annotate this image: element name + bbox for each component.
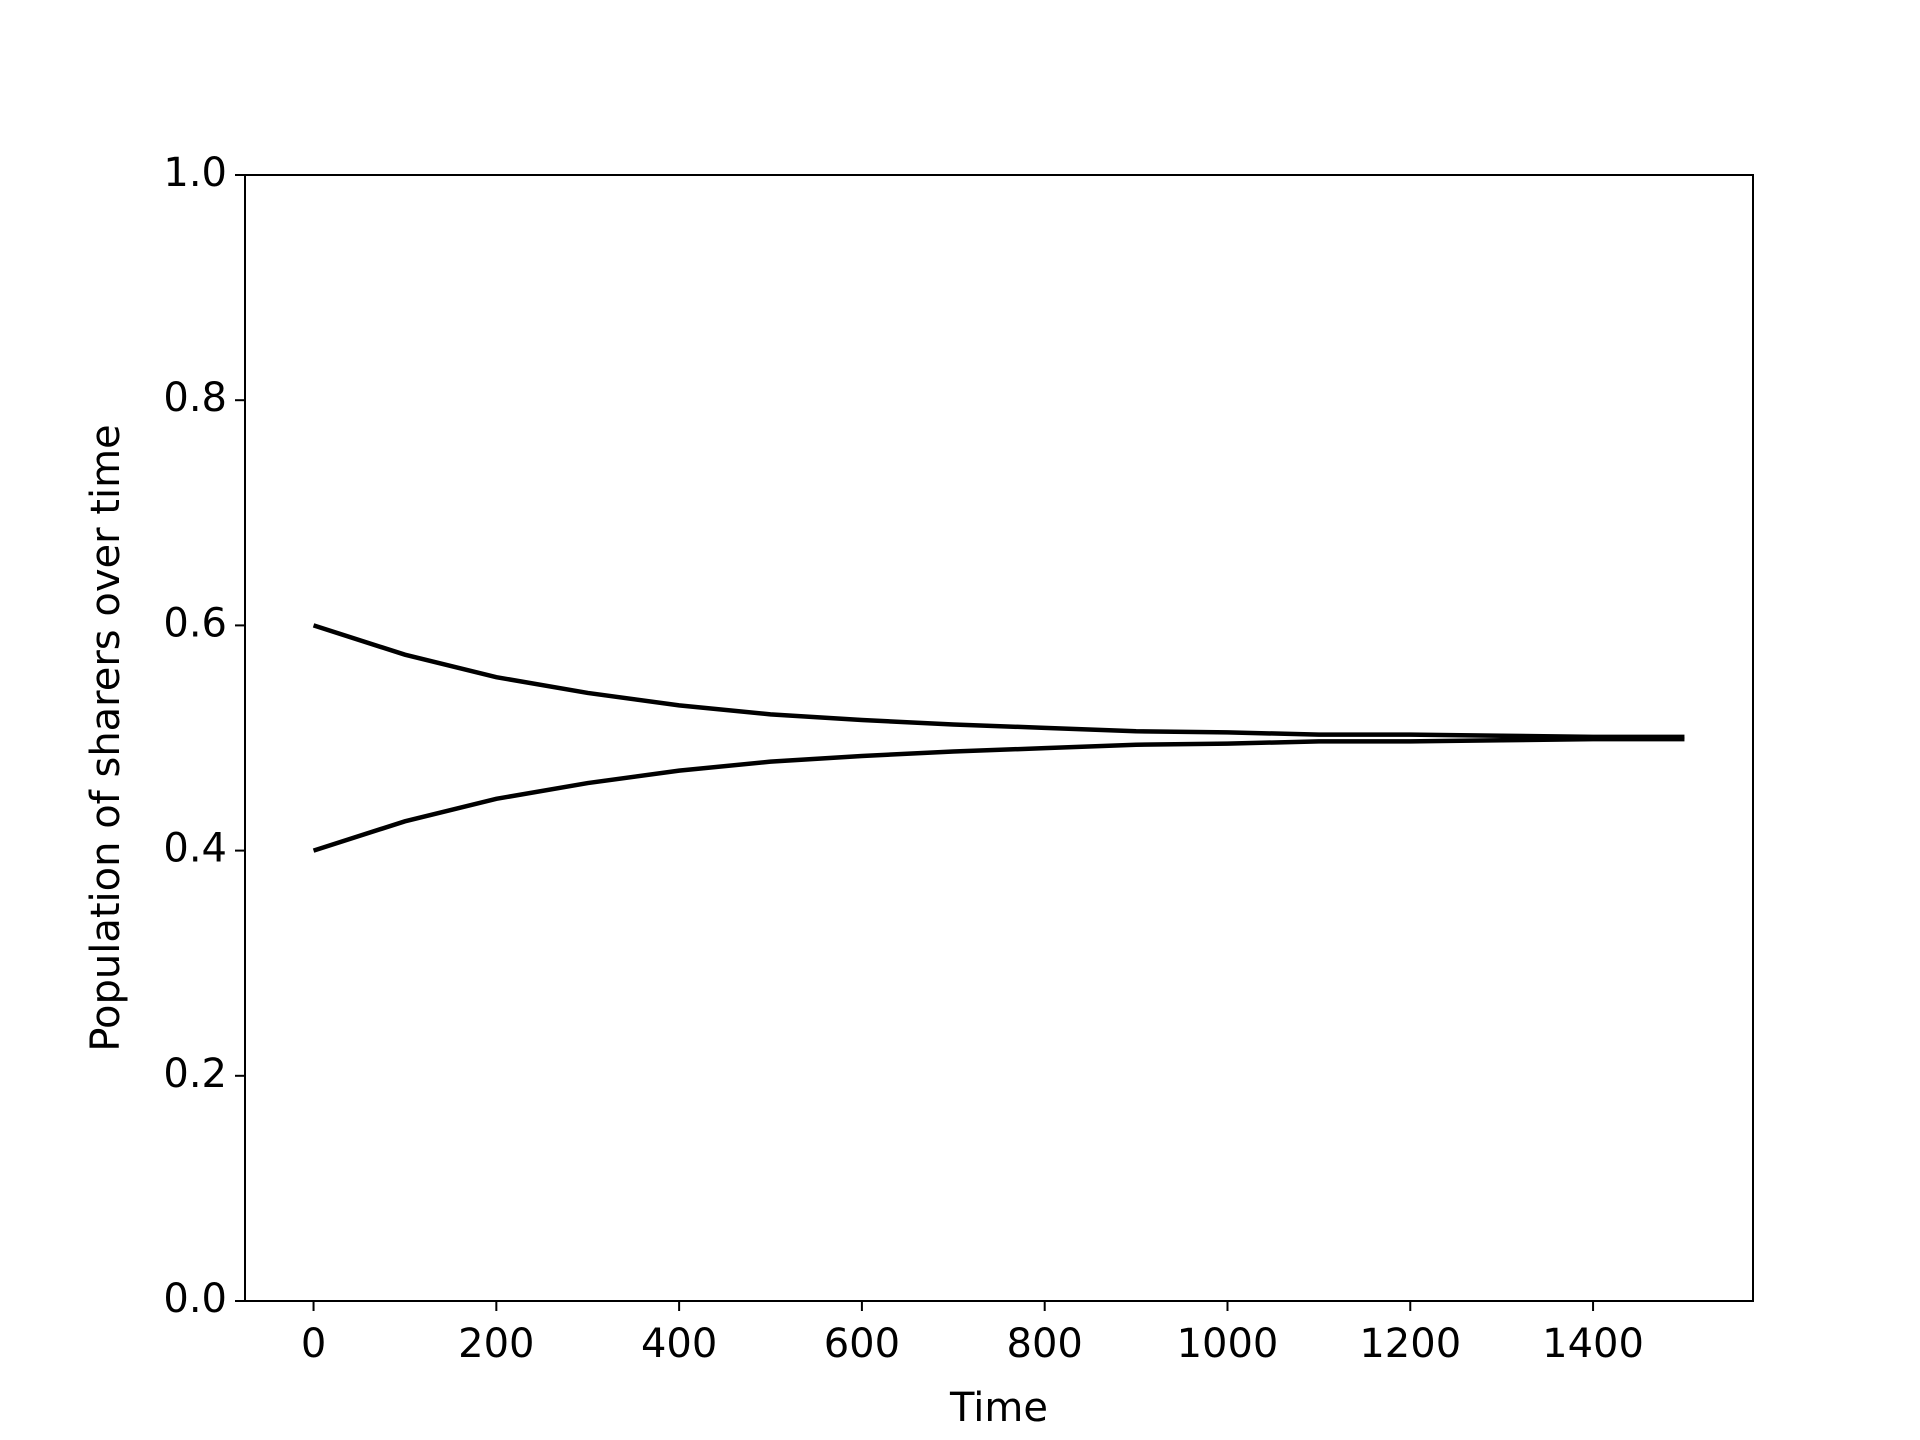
x-tick-label: 1000 bbox=[1177, 1321, 1279, 1367]
x-tick-label: 600 bbox=[824, 1321, 900, 1367]
y-tick-label: 0.8 bbox=[163, 375, 227, 421]
y-tick-label: 0.4 bbox=[163, 826, 227, 872]
y-tick-label: 0.6 bbox=[163, 600, 227, 646]
x-tick-label: 400 bbox=[641, 1321, 717, 1367]
y-axis-label: Population of sharers over time bbox=[83, 424, 129, 1051]
x-tick-label: 200 bbox=[458, 1321, 534, 1367]
y-tick-label: 0.0 bbox=[163, 1276, 227, 1322]
x-axis-label: Time bbox=[949, 1385, 1048, 1431]
x-tick-label: 800 bbox=[1007, 1321, 1083, 1367]
series-line bbox=[312, 623, 1685, 740]
y-tick-label: 1.0 bbox=[163, 150, 227, 196]
plot-frame bbox=[244, 174, 1754, 1302]
series-line bbox=[312, 736, 1685, 853]
x-tick-label: 1200 bbox=[1359, 1321, 1461, 1367]
x-tick-label: 0 bbox=[301, 1321, 326, 1367]
y-tick-label: 0.2 bbox=[163, 1051, 227, 1097]
x-tick-label: 1400 bbox=[1542, 1321, 1644, 1367]
